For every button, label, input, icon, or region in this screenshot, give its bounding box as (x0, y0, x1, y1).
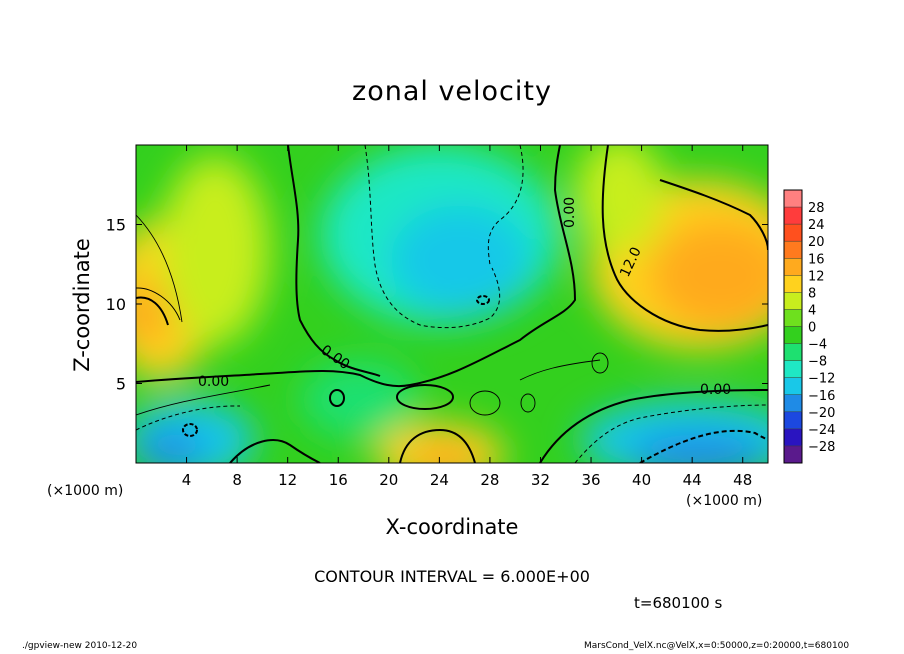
contour-east-12-upper (659, 179, 768, 251)
colorbar-segment (784, 360, 802, 378)
x-tick-label: 40 (632, 471, 651, 489)
contour-southwest-thin (136, 384, 271, 416)
contour-loop-b (520, 393, 536, 413)
footer-left: ./gpview-new 2010-12-20 (22, 641, 138, 651)
x-tick-label: 12 (278, 471, 297, 489)
colorbar-label: 8 (808, 286, 816, 301)
contour-minus6-loop (364, 145, 501, 329)
blob-southwest-blue (136, 430, 205, 463)
x-unit-right: (×1000 m) (686, 493, 763, 509)
colorbar-label: 16 (808, 252, 825, 267)
footer-right: MarsCond_VelX.nc@VelX,x=0:50000,z=0:2000… (584, 641, 850, 651)
colorbar-segment (784, 326, 802, 344)
blob-east-yellowgreen (575, 145, 665, 255)
blob-south-hot (410, 442, 480, 463)
contour-west-12 (136, 296, 169, 326)
contour-loop-g (476, 295, 490, 305)
colorbar-label: 4 (808, 303, 816, 318)
contour-loop-a (469, 390, 501, 416)
colorbar-label: −16 (808, 389, 835, 404)
x-tick-label: 16 (329, 471, 348, 489)
colorbar-segment (784, 275, 802, 293)
colorbar-label: −28 (808, 440, 835, 455)
colorbar-label: −24 (808, 423, 835, 438)
colorbar-segment (784, 224, 802, 242)
contour-loop-d (396, 384, 454, 410)
contour-southeast-minus12 (639, 429, 768, 463)
contour-loop-e (591, 352, 609, 374)
x-tick-label: 44 (683, 471, 702, 489)
colorbar-segment (784, 343, 802, 361)
contour-southeast-zero (539, 389, 768, 463)
y-tick-label: 10 (106, 295, 126, 314)
contour-lines (136, 145, 768, 463)
x-unit-left: (×1000 m) (47, 483, 124, 499)
colorbar-label: 28 (808, 201, 825, 216)
colorbar-segment (784, 190, 802, 208)
chart-title: zonal velocity (352, 76, 552, 107)
x-axis-label: X-coordinate (385, 515, 519, 539)
contour-label-3: 0.00 (562, 197, 578, 228)
colorbar-label: 20 (808, 235, 825, 250)
y-tick-label: 15 (106, 216, 126, 235)
blob-center-cyan (390, 205, 530, 315)
colorbar-segment (784, 428, 802, 446)
colorbar-label: −20 (808, 406, 835, 421)
time-label: t=680100 s (634, 594, 723, 612)
x-tick-label: 4 (182, 471, 192, 489)
contour-interval: CONTOUR INTERVAL = 6.000E+00 (314, 567, 590, 586)
contour-loop-f (182, 423, 198, 437)
contour-south-zero-b (399, 428, 476, 463)
colorbar-label: 12 (808, 269, 825, 284)
colorbar-segment (784, 394, 802, 412)
contour-zero-left (287, 145, 381, 377)
colorbar-segment (784, 309, 802, 327)
x-tick-label: 20 (379, 471, 398, 489)
blob-lower-mid (300, 360, 420, 440)
colorbar-segment (784, 377, 802, 395)
x-tick-label: 8 (232, 471, 242, 489)
y-axis: 5 10 15 (106, 216, 768, 394)
y-axis-label: Z-coordinate (70, 238, 94, 372)
colorbar-label: 0 (808, 321, 816, 336)
colorbar-segment (784, 207, 802, 225)
colorbar-label: −4 (808, 338, 827, 353)
contour-west-6 (136, 287, 181, 321)
contour-southwest-dashed (136, 405, 241, 431)
contour-label-5: 0.00 (700, 382, 731, 398)
colorbar: 28 24 20 16 12 8 4 0 −4 −8 −12 −16 −20 −24 −28 (783, 189, 835, 464)
colorbar-segment (784, 445, 802, 463)
y-tick-label: 5 (116, 375, 126, 394)
blob-west-yellowgreen (160, 155, 270, 345)
contour-southeast-minus6 (574, 404, 768, 463)
x-axis: 4 8 12 16 20 24 28 32 36 40 44 48 (182, 145, 752, 489)
colorbar-segment (784, 292, 802, 310)
contour-loop-c (329, 389, 345, 407)
x-tick-label: 24 (430, 471, 449, 489)
colorbar-label: −12 (808, 372, 835, 387)
contour-east-12 (601, 145, 768, 332)
colorbar-label: 24 (808, 218, 825, 233)
x-tick-label: 36 (581, 471, 600, 489)
x-tick-label: 48 (733, 471, 752, 489)
contour-southeast-thin (519, 359, 601, 381)
colorbar-segment (784, 258, 802, 276)
blob-southeast-blue (630, 433, 768, 463)
x-tick-label: 28 (480, 471, 499, 489)
field-area: 0.00 0.00 0.00 12.0 0.00 (136, 145, 768, 463)
contour-label-1: 0.00 (198, 374, 229, 390)
blob-east-hot (650, 220, 768, 330)
contour-zero-main (136, 145, 577, 388)
contour-south-zero-a (229, 439, 321, 463)
colorbar-label: −8 (808, 355, 827, 370)
colorbar-segment (784, 411, 802, 429)
x-tick-label: 32 (531, 471, 550, 489)
contour-minus6-top (487, 145, 524, 266)
field-blobs (136, 145, 768, 463)
contour-west-thin (136, 214, 183, 323)
colorbar-segment (784, 241, 802, 259)
